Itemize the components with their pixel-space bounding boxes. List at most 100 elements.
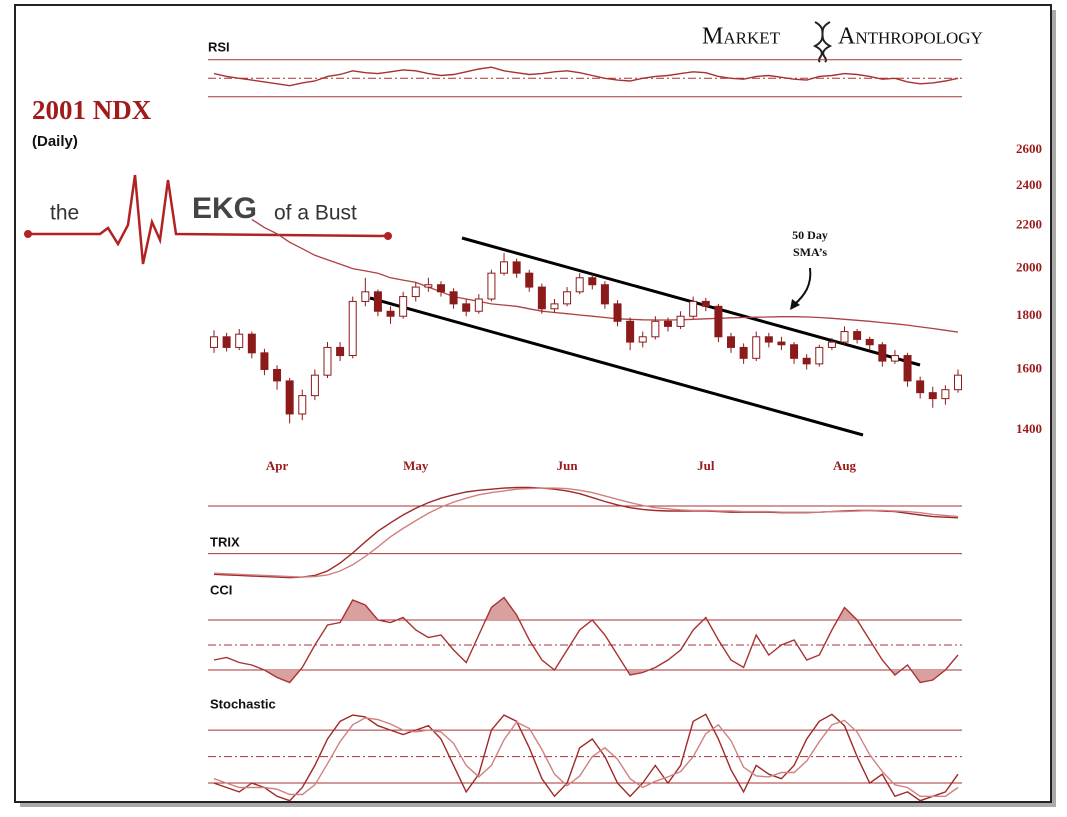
indicator-line	[213, 596, 959, 684]
candle-body	[411, 286, 420, 298]
candle-body	[613, 303, 622, 322]
candle-body	[247, 333, 256, 354]
indicator-line	[213, 487, 959, 578]
candle-body	[285, 380, 294, 415]
candle-body	[361, 291, 370, 302]
y-tick-label: 2200	[1016, 217, 1042, 232]
candle-body	[210, 336, 218, 348]
candle-body	[890, 355, 899, 362]
candle-body	[399, 296, 408, 317]
y-tick-label: 2000	[1016, 260, 1042, 275]
ekg-line	[28, 174, 389, 265]
x-tick-label: Aug	[833, 458, 857, 473]
candle-body	[651, 320, 660, 338]
candle-body	[235, 333, 244, 348]
candle-body	[449, 291, 458, 305]
candle-body	[827, 341, 836, 348]
candle-body	[853, 331, 862, 340]
candle-body	[525, 272, 534, 288]
y-tick-label: 2600	[1016, 141, 1042, 156]
candle-body	[462, 303, 471, 312]
candle-body	[474, 298, 483, 312]
annotation-arrowhead	[790, 299, 800, 310]
ekg-text: the	[50, 202, 79, 225]
pane-title: Stochastic	[210, 696, 276, 711]
logo-text: Anthropology	[838, 24, 983, 50]
candle-body	[424, 284, 433, 288]
pane-title: TRIX	[210, 534, 240, 549]
candle-body	[727, 336, 736, 348]
candle-body	[323, 346, 332, 376]
candle-body	[298, 395, 307, 415]
indicator-line	[213, 713, 959, 802]
candle-body	[588, 277, 597, 286]
y-tick-label: 1400	[1016, 421, 1042, 436]
candle-body	[663, 320, 672, 327]
candle-body	[714, 305, 723, 338]
candle-body	[739, 346, 748, 359]
candle-body	[273, 368, 282, 382]
logo-text: Market	[702, 24, 781, 50]
candle-body	[487, 272, 496, 300]
candle-body	[537, 286, 546, 310]
pane-title: CCI	[210, 582, 232, 597]
candle-body	[764, 336, 773, 343]
candle-body	[563, 291, 572, 305]
candle-body	[689, 300, 698, 317]
candle-body	[802, 357, 811, 365]
logo-icon	[812, 21, 833, 63]
candle-body	[777, 341, 786, 346]
candle-body	[752, 336, 761, 359]
candle-body	[512, 261, 521, 274]
candle-body	[500, 261, 509, 274]
candle-body	[903, 355, 912, 382]
indicator-line	[213, 66, 959, 87]
candle-body	[348, 300, 357, 357]
y-tick-label: 1600	[1016, 360, 1042, 375]
ekg-text: EKG	[192, 192, 257, 225]
candle-body	[815, 346, 824, 365]
pane-title: RSI	[208, 39, 230, 54]
channel-line	[369, 296, 864, 437]
candle-body	[575, 277, 584, 293]
candle-body	[626, 320, 635, 343]
candle-body	[676, 315, 685, 327]
y-tick-label: 1800	[1016, 307, 1042, 322]
ekg-dot	[24, 230, 32, 238]
frame	[14, 4, 1052, 803]
candle-body	[638, 336, 647, 343]
x-tick-label: Apr	[266, 458, 289, 473]
candle-body	[790, 344, 799, 359]
annotation: SMA’s	[793, 245, 827, 259]
candle-body	[436, 284, 445, 293]
subtitle: (Daily)	[32, 133, 78, 150]
shade-area	[214, 597, 958, 620]
candle-body	[953, 374, 962, 391]
candle-body	[550, 303, 559, 310]
candle-body	[916, 380, 925, 394]
y-tick-label: 2400	[1016, 177, 1042, 192]
candle-body	[386, 310, 395, 317]
candle-body	[701, 300, 710, 307]
candle-body	[222, 336, 231, 348]
candle-body	[878, 344, 887, 362]
sma-line	[251, 218, 959, 333]
candle-body	[928, 392, 937, 400]
ekg-text: of a Bust	[274, 202, 357, 225]
x-tick-label: Jul	[697, 458, 715, 473]
x-tick-label: Jun	[557, 458, 579, 473]
candle-body	[260, 352, 269, 370]
candle-body	[600, 284, 609, 305]
candle-body	[310, 374, 319, 397]
candle-body	[865, 338, 874, 346]
candle-body	[840, 331, 849, 343]
candle-body	[941, 389, 950, 400]
indicator-line	[213, 717, 959, 797]
candle-body	[336, 346, 345, 357]
annotation: 50 Day	[792, 228, 828, 242]
title: 2001 NDX	[32, 95, 152, 125]
x-tick-label: May	[403, 458, 429, 473]
candle-body	[373, 291, 382, 312]
ekg-dot	[384, 232, 392, 240]
